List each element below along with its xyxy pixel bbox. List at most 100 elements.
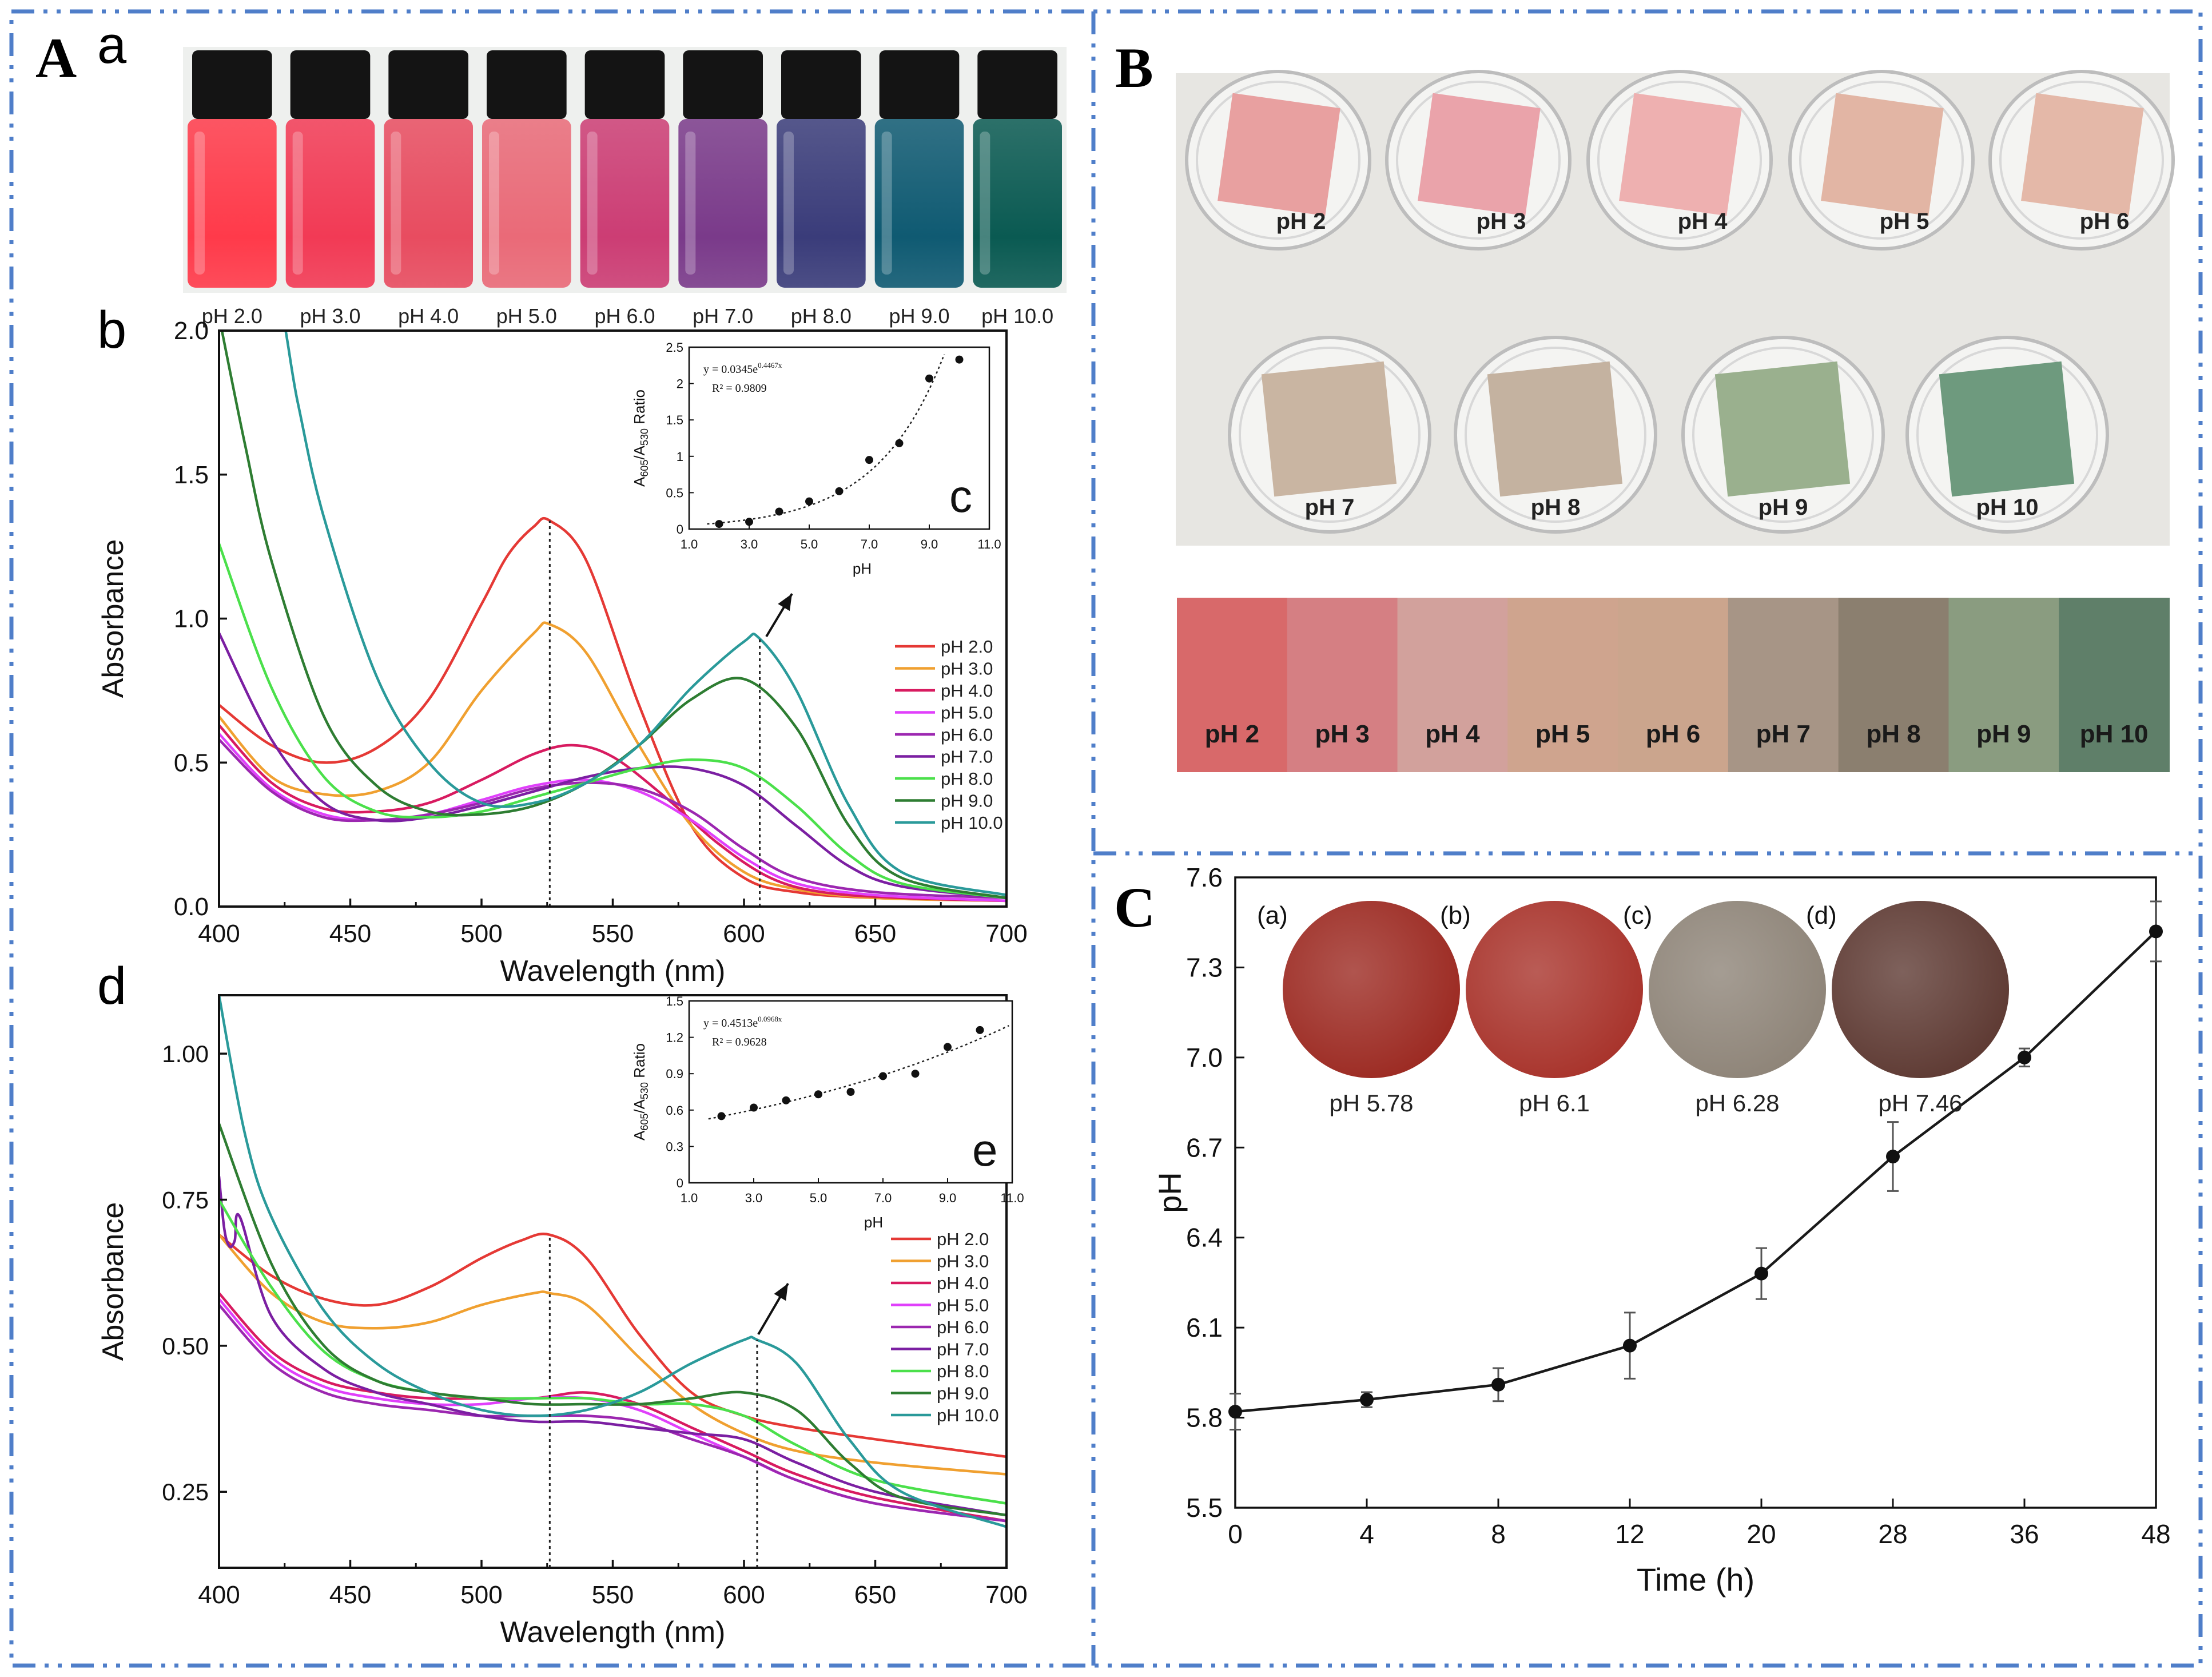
dish-label: pH 9 bbox=[1759, 495, 1808, 520]
legend-label: pH 5.0 bbox=[941, 703, 993, 723]
photo-letter: (b) bbox=[1440, 901, 1471, 929]
color-swatch bbox=[1507, 598, 1619, 772]
fit-curve bbox=[708, 1025, 1009, 1120]
data-point bbox=[1623, 1338, 1637, 1353]
plot-frame bbox=[1234, 876, 2157, 1509]
ratio-inset-chart-e: 1.0 3.0 5.0 7.0 9.0 11.0 0 0.3 0.6 0.9 1.2 1.5 pH A60… bbox=[631, 994, 1024, 1231]
vial-highlight bbox=[783, 132, 794, 275]
vial-highlight bbox=[980, 132, 990, 275]
y-tick-label: 1.5 bbox=[666, 413, 683, 427]
x-tick-label: 4 bbox=[1359, 1519, 1374, 1549]
x-tick-label: 1.0 bbox=[681, 1191, 698, 1205]
data-point bbox=[1360, 1393, 1374, 1407]
series-line-ph-9-0 bbox=[219, 1123, 1006, 1517]
y-tick-label: 0 bbox=[677, 522, 683, 537]
x-tick-label: 9.0 bbox=[921, 537, 938, 551]
indicator-film bbox=[1619, 93, 1742, 216]
vial-label: pH 6.0 bbox=[594, 304, 655, 328]
subpanel-b-letter: b bbox=[97, 301, 126, 359]
x-tick-label: 650 bbox=[854, 920, 896, 948]
swatch-label: pH 2 bbox=[1205, 720, 1259, 748]
vial-cap bbox=[781, 50, 861, 119]
series-line-ph-9-0 bbox=[220, 331, 1006, 900]
y-tick-label: 2.0 bbox=[174, 317, 209, 345]
data-point bbox=[1755, 1266, 1768, 1281]
data-point bbox=[2018, 1050, 2031, 1064]
vial-body bbox=[482, 119, 571, 288]
y-tick-label: 2 bbox=[677, 377, 683, 391]
series-group bbox=[219, 331, 1006, 903]
series-line-ph-5-0 bbox=[219, 1298, 1006, 1523]
y-tick-label: 0.5 bbox=[174, 749, 209, 777]
data-point bbox=[925, 374, 933, 383]
data-point bbox=[750, 1103, 758, 1112]
indicator-film bbox=[1821, 93, 1944, 216]
legend-label: pH 5.0 bbox=[937, 1295, 989, 1316]
x-axis-title: Wavelength (nm) bbox=[500, 1616, 726, 1649]
y-tick-label: 0.25 bbox=[162, 1479, 209, 1505]
color-swatch bbox=[1948, 598, 2060, 772]
data-point bbox=[955, 355, 964, 364]
x-tick-label: 8 bbox=[1491, 1519, 1506, 1549]
legend-label: pH 6.0 bbox=[937, 1317, 989, 1337]
color-swatch bbox=[1838, 598, 1950, 772]
x-axis-title: pH bbox=[853, 560, 872, 577]
data-point bbox=[895, 439, 904, 447]
petri-dish-rim bbox=[1239, 347, 1421, 523]
x-tick-label: 550 bbox=[592, 920, 634, 948]
inset-letter: e bbox=[972, 1124, 998, 1175]
fit-r-squared: R² = 0.9809 bbox=[712, 382, 767, 395]
vial-body bbox=[678, 119, 767, 288]
dish-label: pH 10 bbox=[1976, 495, 2039, 520]
series-line-ph-6-0 bbox=[219, 738, 1006, 900]
vial-cap bbox=[584, 50, 665, 119]
vial-body bbox=[580, 119, 670, 288]
y-axis-title: pH bbox=[1152, 1172, 1188, 1213]
vial-cap bbox=[977, 50, 1057, 119]
series-line-ph-4-0 bbox=[219, 1292, 1006, 1523]
data-point bbox=[911, 1070, 920, 1078]
x-tick-label: 1.0 bbox=[681, 537, 698, 551]
color-swatch bbox=[1397, 598, 1509, 772]
petri-dish-rim bbox=[1999, 81, 2164, 240]
data-point bbox=[715, 520, 723, 528]
fit-equation: y = 0.0345e0.4467x bbox=[703, 361, 782, 376]
x-tick-label: 11.0 bbox=[977, 537, 1001, 551]
legend-label: pH 7.0 bbox=[937, 1340, 989, 1360]
color-swatch bbox=[1618, 598, 1729, 772]
y-tick-label: 1.5 bbox=[174, 461, 209, 489]
y-tick-label: 0.50 bbox=[162, 1333, 209, 1360]
legend-label: pH 7.0 bbox=[941, 747, 993, 767]
photo-letter: (c) bbox=[1623, 901, 1652, 929]
color-swatch bbox=[1177, 598, 1288, 772]
vial-highlight bbox=[391, 132, 401, 275]
x-tick-label: 3.0 bbox=[745, 1191, 763, 1205]
petri-dish-rim bbox=[1799, 81, 1964, 240]
x-tick-label: 400 bbox=[198, 920, 240, 948]
vial-body bbox=[285, 119, 375, 288]
series-line-ph-5-0 bbox=[219, 733, 1006, 903]
photo-label: pH 7.46 bbox=[1878, 1090, 1962, 1116]
vial-photo: pH 2.0 pH 3.0 pH 4.0 pH 5.0 pH 6.0 pH 7.0 pH 8… bbox=[183, 47, 1067, 328]
petri-dish-rim bbox=[1396, 81, 1561, 240]
y-tick-label: 0.0 bbox=[174, 893, 209, 921]
legend-label: pH 4.0 bbox=[937, 1273, 989, 1293]
x-axis-title: Wavelength (nm) bbox=[500, 955, 726, 988]
indicator-film bbox=[1487, 361, 1623, 497]
panel-c-letter: C bbox=[1114, 876, 1155, 939]
y-tick-label: 2.5 bbox=[666, 340, 683, 355]
dish-label: pH 5 bbox=[1880, 209, 1929, 234]
swatch-label: pH 9 bbox=[1976, 720, 2031, 748]
meat-photos: (a) pH 5.78 (b) pH 6.1 (c) pH 6.28 (d) pH 7.46 bbox=[1257, 901, 2009, 1116]
vial-label: pH 7.0 bbox=[693, 304, 753, 328]
x-tick-label: 700 bbox=[985, 1581, 1027, 1609]
sample-photo bbox=[1649, 901, 1826, 1078]
sample-photo bbox=[1466, 901, 1643, 1078]
y-axis-title: A605/A530 Ratio bbox=[631, 1043, 650, 1140]
x-axis-title: Time (h) bbox=[1637, 1561, 1755, 1597]
y-tick-label: 7.6 bbox=[1186, 863, 1223, 892]
x-tick-label: 9.0 bbox=[939, 1191, 957, 1205]
legend-label: pH 9.0 bbox=[937, 1384, 989, 1404]
x-tick-label: 550 bbox=[592, 1581, 634, 1609]
dish-label: pH 4 bbox=[1678, 209, 1728, 234]
